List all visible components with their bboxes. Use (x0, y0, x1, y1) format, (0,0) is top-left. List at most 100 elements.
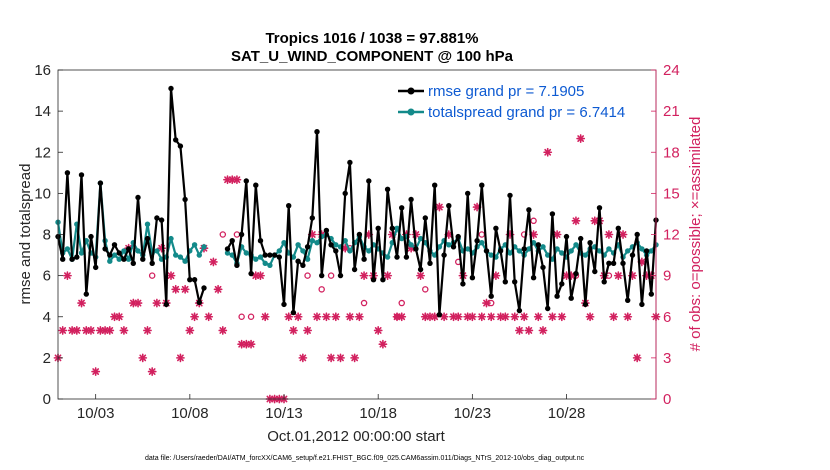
rmse-point (648, 291, 654, 297)
obs-assimilated-marker (486, 312, 496, 322)
left-tick-label: 12 (34, 144, 51, 161)
rmse-point (479, 182, 485, 188)
footer-data-file: data file: /Users/raeder/DAI/ATM_forcXX/… (145, 455, 585, 462)
left-tick-label: 10 (34, 185, 51, 202)
rmse-point (573, 270, 579, 277)
totalspread-point (648, 248, 654, 254)
totalspread-point (347, 248, 353, 254)
rmse-point (413, 246, 419, 252)
rmse-point (643, 248, 650, 254)
obs-assimilated-marker (500, 312, 510, 322)
obs-possible-marker (393, 313, 401, 320)
obs-assimilated-marker (133, 298, 143, 308)
obs-assimilated-marker (321, 312, 331, 322)
rmse-point (469, 275, 476, 281)
rmse-point (140, 256, 146, 262)
rmse-point (314, 129, 320, 135)
rmse-point (111, 242, 118, 248)
obs-assimilated-marker (350, 353, 360, 363)
obs-possible-marker (148, 272, 156, 279)
obs-assimilated-marker (632, 353, 642, 363)
obs-assimilated-marker (571, 216, 581, 226)
rmse-point (488, 293, 494, 299)
totalspread-point (446, 242, 452, 248)
totalspread-point (554, 246, 560, 252)
obs-assimilated-marker (359, 271, 369, 281)
totalspread-point (573, 242, 579, 248)
rmse-point (248, 270, 254, 277)
rmse-point (370, 277, 377, 283)
totalspread-point (606, 246, 612, 252)
legend: rmse grand pr = 7.1905 totalspread grand… (398, 83, 625, 121)
rmse-point (403, 254, 410, 260)
totalspread-point (201, 244, 207, 250)
rmse-point (337, 272, 344, 279)
obs-possible-marker (304, 272, 311, 279)
rmse-point (545, 305, 551, 312)
totalspread-point (399, 235, 405, 242)
x-axis-label: Oct.01,2012 00:00:00 start (267, 428, 445, 445)
obs-assimilated-marker (303, 326, 312, 335)
right-tick-label: 3 (663, 350, 671, 367)
totalspread-point (596, 248, 603, 254)
totalspread-point (154, 248, 160, 254)
x-axis-ticks: 10/03 10/08 10/13 10/18 10/23 10/28 (77, 394, 585, 422)
obs-assimilated-marker (510, 312, 520, 322)
obs-assimilated-marker (171, 284, 181, 294)
obs-assimilated-marker (416, 271, 425, 281)
totalspread-point (107, 258, 113, 264)
obs-assimilated-marker (114, 312, 124, 322)
obs-assimilated-marker (425, 312, 435, 322)
rmse-point (229, 238, 235, 244)
obs-assimilated-marker (576, 134, 586, 143)
rmse-point (64, 170, 71, 176)
obs-assimilated-marker (515, 326, 524, 335)
obs-assimilated-marker (86, 326, 96, 335)
rmse-point (333, 248, 339, 254)
obs-assimilated-marker (72, 326, 82, 335)
x-tick-label: 10/18 (359, 405, 397, 422)
obs-assimilated-marker (524, 326, 534, 335)
rmse-point (563, 233, 570, 240)
rmse-point (144, 235, 151, 242)
rmse-point (568, 295, 574, 301)
totalspread-point (568, 248, 574, 254)
obs-assimilated-marker (58, 326, 68, 335)
rmse-point (436, 312, 443, 318)
rmse-point (615, 225, 621, 231)
totalspread-point (78, 250, 85, 256)
rmse-point (149, 260, 155, 266)
totalspread-point (384, 254, 391, 260)
left-tick-label: 14 (34, 103, 51, 120)
obs-assimilated-marker (613, 271, 623, 281)
rmse-point (389, 225, 395, 231)
obs-assimilated-marker (293, 312, 303, 322)
obs-assimilated-marker (119, 326, 129, 335)
obs-assimilated-marker (538, 326, 548, 335)
rmse-point (502, 279, 508, 285)
obs-assimilated-marker (604, 230, 614, 239)
obs-assimilated-marker (81, 326, 91, 335)
rmse-point (158, 217, 165, 223)
obs-possible-marker (422, 286, 429, 293)
totalspread-point (465, 246, 471, 252)
rmse-point (493, 225, 499, 231)
totalspread-point (417, 235, 424, 242)
rmse-point (257, 238, 264, 244)
rmse-point (107, 252, 113, 258)
rmse-point (610, 260, 617, 266)
totalspread-point (121, 248, 127, 254)
totalspread-point (182, 258, 188, 264)
rmse-point (93, 264, 99, 271)
rmse-point (102, 246, 108, 252)
rmse-point (300, 262, 306, 268)
legend-spread-marker (407, 108, 415, 116)
x-tick-label: 10/03 (77, 405, 115, 422)
obs-assimilated-marker (354, 312, 364, 322)
rmse-point (521, 246, 527, 252)
obs-assimilated-marker (326, 353, 336, 363)
rmse-point (601, 279, 607, 285)
rmse-point (639, 301, 645, 308)
right-axis-label: # of obs: o=possible; ×=assimilated (687, 117, 704, 352)
obs-assimilated-marker (345, 312, 355, 322)
